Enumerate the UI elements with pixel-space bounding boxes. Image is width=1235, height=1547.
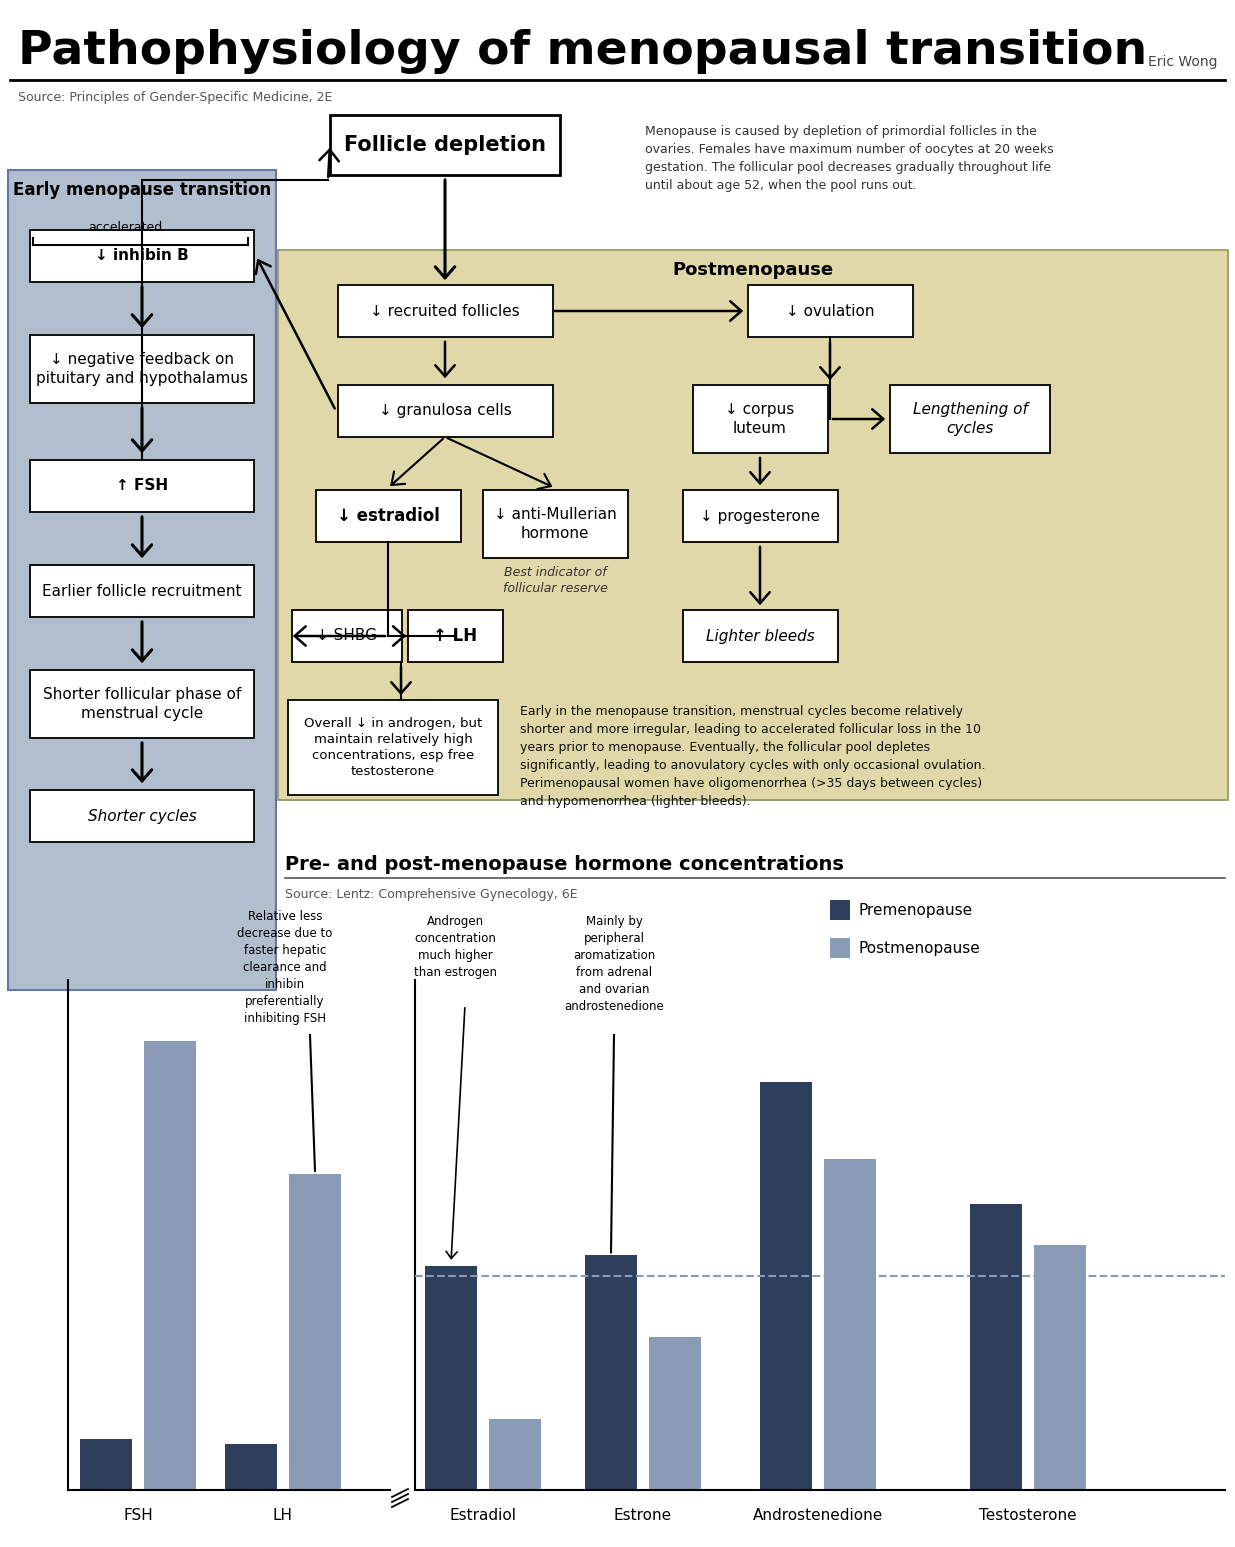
Text: Mainly by
peripheral
aromatization
from adrenal
and ovarian
androstenedione: Mainly by peripheral aromatization from … [564,914,664,1013]
Text: Postmenopause: Postmenopause [858,941,979,956]
Bar [316,490,461,541]
Bar [650,1337,701,1490]
Text: Earlier follicle recruitment: Earlier follicle recruitment [42,583,242,599]
Text: ↓ negative feedback on
pituitary and hypothalamus: ↓ negative feedback on pituitary and hyp… [36,353,248,385]
Bar [969,1205,1023,1490]
Text: Shorter follicular phase of
menstrual cycle: Shorter follicular phase of menstrual cy… [43,687,241,721]
Text: ↑ LH: ↑ LH [433,627,477,645]
Text: Eric Wong: Eric Wong [1149,56,1218,70]
Bar [278,251,1228,800]
Text: FSH: FSH [124,1508,153,1522]
Bar [7,170,275,990]
Text: Early in the menopause transition, menstrual cycles become relatively
shorter an: Early in the menopause transition, menst… [520,705,986,808]
Text: Androgen
concentration
much higher
than estrogen: Androgen concentration much higher than … [414,914,496,979]
Text: Best indicator of
follicular reserve: Best indicator of follicular reserve [503,566,608,596]
Bar [1034,1245,1086,1490]
Bar [30,565,254,617]
Bar [585,1256,637,1490]
Text: ↓ ovulation: ↓ ovulation [785,303,874,319]
Bar [830,937,850,958]
Text: Estradiol: Estradiol [450,1508,516,1522]
Text: Postmenopause: Postmenopause [672,261,834,278]
Bar [80,1439,132,1490]
Text: ↓ inhibin B: ↓ inhibin B [95,249,189,263]
Bar [338,385,553,436]
Bar [291,610,403,662]
Bar [408,610,503,662]
Bar [225,1443,277,1490]
Bar [30,336,254,404]
Text: Estrone: Estrone [614,1508,672,1522]
Text: Relative less
decrease due to
faster hepatic
clearance and
inhibin
preferentiall: Relative less decrease due to faster hep… [237,910,332,1026]
Bar [30,231,254,282]
Text: Pathophysiology of menopausal transition: Pathophysiology of menopausal transition [19,29,1147,74]
Bar [289,1174,341,1490]
Text: accelerated: accelerated [88,221,162,234]
Text: ↓ anti-Mullerian
hormone: ↓ anti-Mullerian hormone [494,507,616,541]
Text: Testosterone: Testosterone [979,1508,1077,1522]
Bar [288,699,498,795]
Text: Source: Lentz: Comprehensive Gynecology, 6E: Source: Lentz: Comprehensive Gynecology,… [285,888,578,900]
Text: ↑ FSH: ↑ FSH [116,478,168,493]
Bar [425,1265,477,1490]
Text: LH: LH [273,1508,293,1522]
Text: ↓ estradiol: ↓ estradiol [337,507,440,524]
Bar [144,1041,196,1490]
Text: Pre- and post-menopause hormone concentrations: Pre- and post-menopause hormone concentr… [285,855,844,874]
Bar [693,385,827,453]
Text: Early menopause transition: Early menopause transition [12,181,272,200]
Text: Menopause is caused by depletion of primordial follicles in the
ovaries. Females: Menopause is caused by depletion of prim… [645,125,1053,192]
Bar [683,490,839,541]
Text: Premenopause: Premenopause [858,902,972,917]
Bar [489,1419,541,1490]
Text: Shorter cycles: Shorter cycles [88,809,196,823]
Bar [30,670,254,738]
Text: Overall ↓ in androgen, but
maintain relatively high
concentrations, esp free
tes: Overall ↓ in androgen, but maintain rela… [304,716,482,778]
Text: ↓ SHBG: ↓ SHBG [316,628,378,644]
Text: Androstenedione: Androstenedione [753,1508,883,1522]
Bar [748,285,913,337]
Bar [830,900,850,920]
Text: Source: Principles of Gender-Specific Medicine, 2E: Source: Principles of Gender-Specific Me… [19,91,332,104]
Bar [683,610,839,662]
Bar [30,791,254,842]
Bar [483,490,629,558]
Text: Follicle depletion: Follicle depletion [345,135,546,155]
Text: ↓ corpus
luteum: ↓ corpus luteum [725,402,794,436]
Bar [338,285,553,337]
Bar [890,385,1050,453]
Text: ↓ progesterone: ↓ progesterone [700,509,820,523]
Bar [30,459,254,512]
Text: ↓ granulosa cells: ↓ granulosa cells [379,404,511,419]
Text: Lengthening of
cycles: Lengthening of cycles [913,402,1028,436]
Bar [330,114,559,175]
Bar [824,1159,876,1490]
Text: Lighter bleeds: Lighter bleeds [705,628,814,644]
Bar [760,1081,811,1490]
Text: ↓ recruited follicles: ↓ recruited follicles [370,303,520,319]
